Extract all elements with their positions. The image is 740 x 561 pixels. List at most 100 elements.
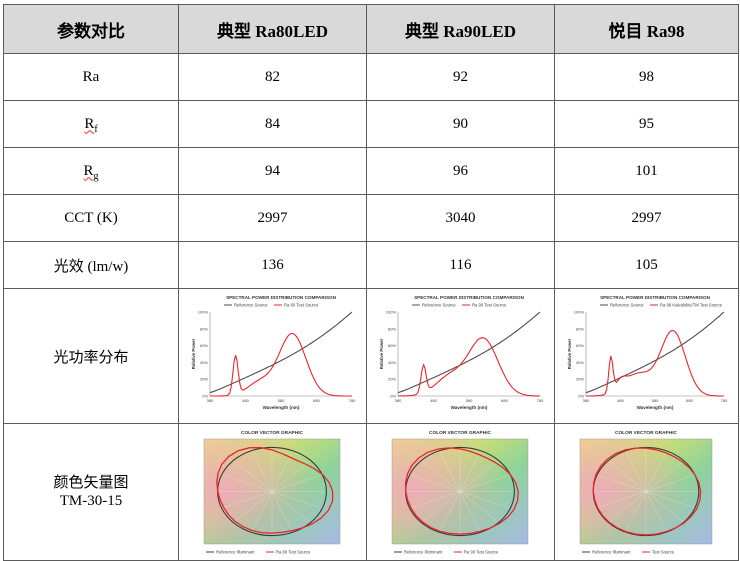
x-tick-label: 480 <box>430 398 437 403</box>
cvg-spoke <box>459 452 480 492</box>
row-label-cvg: 颜色矢量图 TM-30-15 <box>3 423 179 561</box>
row-efficacy: 光效 (lm/w) 136 116 105 <box>3 241 739 289</box>
legend-test-label: Ra 80 Test Source <box>276 550 311 555</box>
y-tick-label: 20% <box>575 377 583 382</box>
rf-label-sub: f <box>94 123 98 135</box>
x-axis-label: Wavelength (nm) <box>636 405 673 410</box>
cvg-spoke <box>251 452 272 492</box>
cvg-spoke <box>625 491 646 531</box>
row-label-rg: Rg <box>3 147 179 195</box>
row-label-spd: 光功率分布 <box>3 288 179 424</box>
x-tick-label: 380 <box>582 398 589 403</box>
cvg-spoke <box>459 491 480 531</box>
x-tick-label: 780 <box>348 398 355 403</box>
x-axis-label: Wavelength (nm) <box>262 405 299 410</box>
cell-ra-ra90: 92 <box>366 53 555 101</box>
x-tick-label: 580 <box>651 398 658 403</box>
rf-label-main: R <box>84 115 95 132</box>
x-axis-label: Wavelength (nm) <box>450 405 487 410</box>
cell-rf-ra90: 90 <box>366 100 555 148</box>
y-tick-label: 0% <box>578 394 584 399</box>
cvg-spoke <box>597 491 646 508</box>
y-tick-label: 100% <box>197 310 208 315</box>
cvg-spoke <box>271 475 320 492</box>
reference-spd-line <box>585 311 724 394</box>
cvg-title: COLOR VECTOR GRAPHIC <box>240 430 303 436</box>
x-tick-label: 680 <box>686 398 693 403</box>
cvg-spoke <box>411 491 460 508</box>
legend-ref-label: Reference Source <box>234 303 268 308</box>
cvg-spoke <box>271 461 309 492</box>
cvg-spoke <box>597 475 646 492</box>
x-tick-label: 680 <box>313 398 320 403</box>
x-tick-label: 680 <box>501 398 508 403</box>
cvg-spoke <box>608 491 646 522</box>
cvg-label-line2: TM-30-15 <box>59 493 123 509</box>
y-tick-label: 80% <box>575 326 583 331</box>
header-ra98: 悦目 Ra98 <box>554 4 739 54</box>
cvg-spoke <box>645 452 666 492</box>
reference-spd-line <box>397 311 540 394</box>
cvg-spoke <box>608 461 646 492</box>
rg-label-sub: g <box>93 170 99 182</box>
cell-cvg-ra90: COLOR VECTOR GRAPHIC Reference Illuminant… <box>366 423 555 561</box>
cell-cct-ra90: 3040 <box>366 194 555 242</box>
reference-spd-line <box>209 311 352 394</box>
x-tick-label: 580 <box>465 398 472 403</box>
y-axis-label: Relative Power <box>379 338 384 369</box>
x-tick-label: 380 <box>206 398 213 403</box>
x-tick-label: 780 <box>536 398 543 403</box>
cell-cct-ra98: 2997 <box>554 194 739 242</box>
cvg-spoke <box>459 475 508 492</box>
x-tick-label: 580 <box>277 398 284 403</box>
cell-rg-ra90: 96 <box>366 147 555 195</box>
cvg-chart-ra90: COLOR VECTOR GRAPHIC Reference Illuminant… <box>391 430 528 555</box>
row-spd: 光功率分布 SPECTRAL POWER DISTRIBUTION COMPAR… <box>3 288 739 424</box>
y-tick-label: 40% <box>199 360 207 365</box>
cvg-frame <box>391 438 528 545</box>
cvg-spoke <box>645 475 694 492</box>
cell-cct-ra80: 2997 <box>178 194 367 242</box>
comparison-table: 参数对比 典型 Ra80LED 典型 Ra90LED 悦目 Ra98 Ra 82… <box>3 4 739 561</box>
cvg-chart-ra80: COLOR VECTOR GRAPHIC Reference Illuminant… <box>203 430 340 555</box>
cell-ra-ra98: 98 <box>554 53 739 101</box>
cvg-spoke <box>459 491 497 522</box>
cell-spd-ra80: SPECTRAL POWER DISTRIBUTION COMPARISON Re… <box>178 288 367 424</box>
cvg-chart-ra98: COLOR VECTOR GRAPHIC Reference Illuminant… <box>579 430 712 555</box>
cvg-spoke <box>271 491 320 508</box>
cvg-spoke <box>422 491 460 522</box>
cvg-title: COLOR VECTOR GRAPHIC <box>614 430 677 436</box>
test-vector-polygon <box>404 447 519 535</box>
y-tick-label: 40% <box>575 360 583 365</box>
cell-ra-ra80: 82 <box>178 53 367 101</box>
y-tick-label: 20% <box>199 377 207 382</box>
rg-label-main: R <box>83 162 94 179</box>
row-cct: CCT (K) 2997 3040 2997 <box>3 194 739 242</box>
cell-spd-ra98: SPECTRAL POWER DISTRIBUTION COMPARISON Re… <box>554 288 739 424</box>
test-spd-line <box>585 329 724 397</box>
cvg-spoke <box>439 491 460 531</box>
header-ra80: 典型 Ra80LED <box>178 4 367 54</box>
row-label-efficacy: 光效 (lm/w) <box>3 241 179 289</box>
legend-test-label: Ra 90 Test Source <box>464 550 499 555</box>
row-label-ra: Ra <box>3 53 179 101</box>
cvg-spoke <box>459 491 508 508</box>
cvg-spoke <box>645 491 694 508</box>
spd-chart-ra98: SPECTRAL POWER DISTRIBUTION COMPARISON Re… <box>567 295 728 410</box>
cell-cvg-ra80: COLOR VECTOR GRAPHIC Reference Illuminant… <box>178 423 367 561</box>
row-rg: Rg 94 96 101 <box>3 147 739 195</box>
y-tick-label: 100% <box>385 310 396 315</box>
x-tick-label: 480 <box>242 398 249 403</box>
y-axis-label: Relative Power <box>567 338 572 369</box>
legend-ref-label: Reference Illuminant <box>404 550 443 555</box>
rf-label-wrap: Rf <box>84 115 98 135</box>
legend-ref-label: Reference Source <box>610 303 644 308</box>
legend-test-label: Ra 98 Kaleidolite/TM Test Source <box>660 303 723 308</box>
header-ra90: 典型 Ra90LED <box>366 4 555 54</box>
y-tick-label: 0% <box>202 394 208 399</box>
cvg-spoke <box>459 461 497 492</box>
x-tick-label: 780 <box>720 398 727 403</box>
cell-efficacy-ra80: 136 <box>178 241 367 289</box>
spd-title: SPECTRAL POWER DISTRIBUTION COMPARISON <box>600 295 711 300</box>
cvg-spoke <box>271 452 292 492</box>
